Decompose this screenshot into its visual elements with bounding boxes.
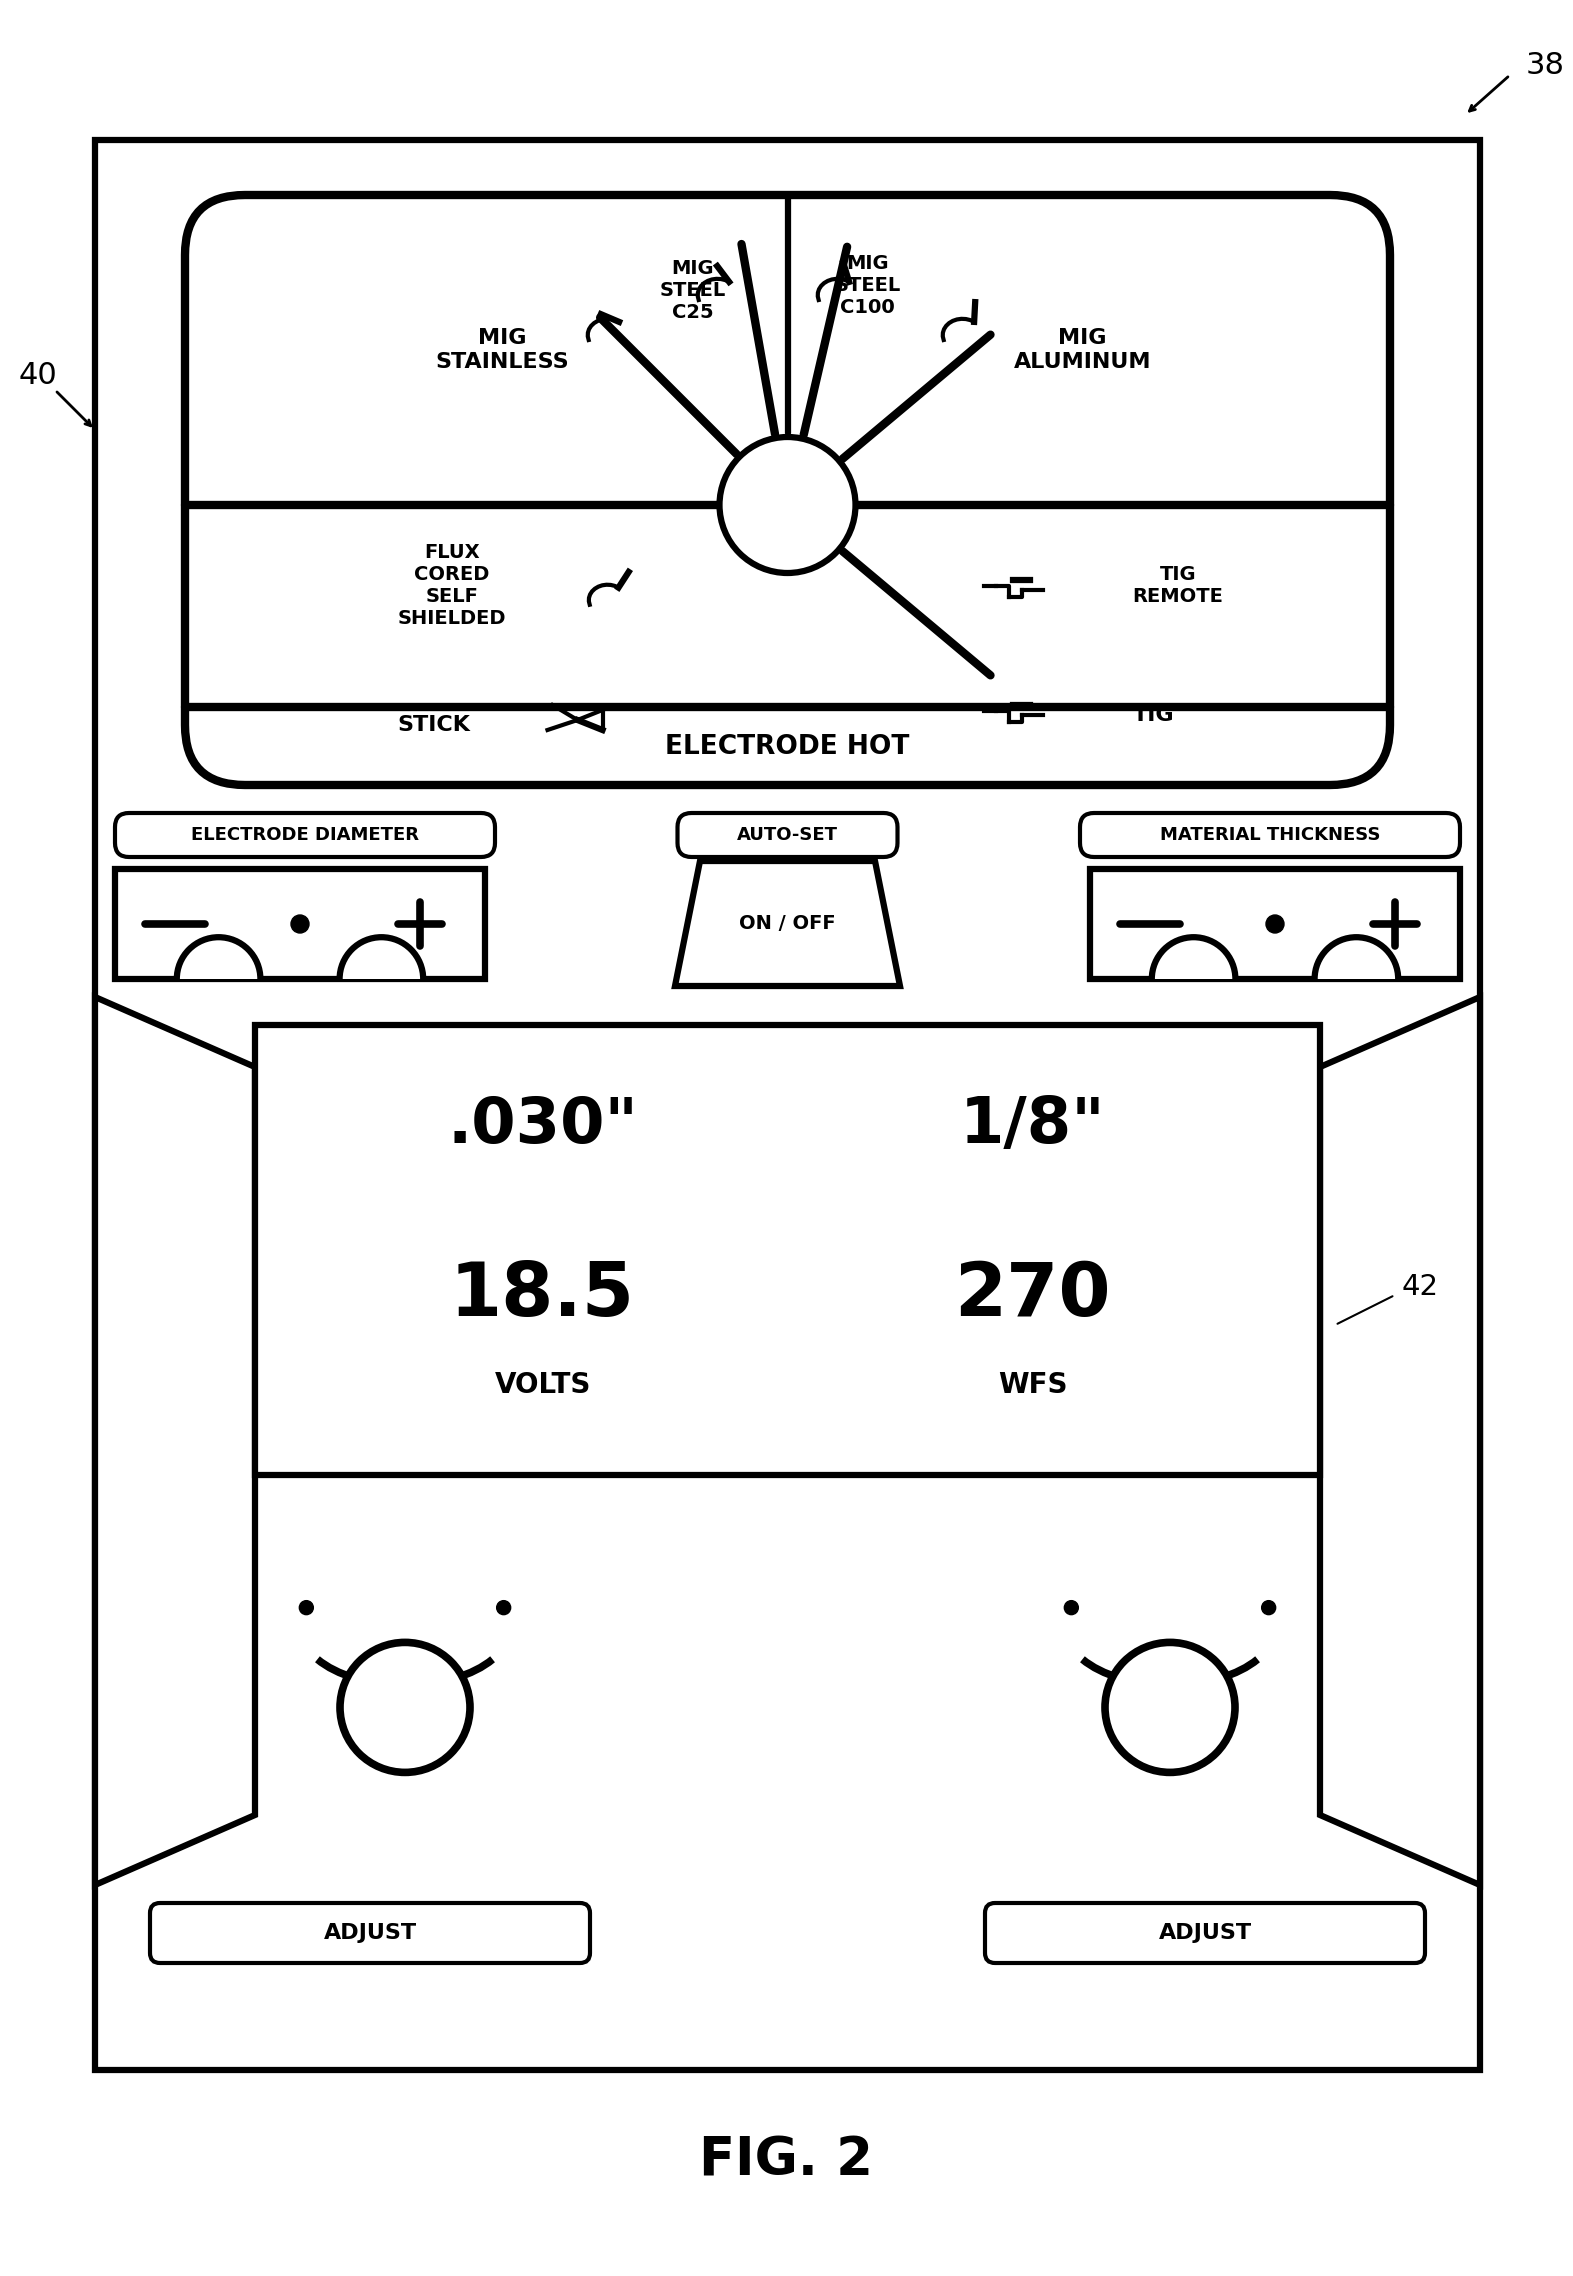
Bar (255, 1024, 1320, 1475)
Text: WFS: WFS (997, 1370, 1066, 1400)
Circle shape (291, 915, 308, 933)
Text: .030": .030" (447, 1095, 639, 1156)
Text: VOLTS: VOLTS (494, 1370, 591, 1400)
Text: STICK: STICK (398, 715, 470, 735)
FancyBboxPatch shape (1081, 813, 1460, 858)
Circle shape (719, 437, 856, 574)
Text: MIG
ALUMINUM: MIG ALUMINUM (1013, 328, 1151, 371)
Text: MATERIAL THICKNESS: MATERIAL THICKNESS (1159, 826, 1380, 844)
Text: FLUX
CORED
SELF
SHIELDED: FLUX CORED SELF SHIELDED (398, 542, 507, 628)
FancyBboxPatch shape (985, 1903, 1425, 1962)
Circle shape (1262, 1600, 1276, 1614)
FancyBboxPatch shape (149, 1903, 590, 1962)
FancyBboxPatch shape (186, 196, 1391, 785)
Wedge shape (178, 938, 260, 979)
FancyBboxPatch shape (115, 813, 495, 858)
Wedge shape (1153, 938, 1235, 979)
Bar (115, 869, 484, 979)
Circle shape (299, 1600, 313, 1614)
Circle shape (340, 1643, 470, 1773)
Bar (94, 141, 1480, 2069)
Circle shape (1104, 1643, 1235, 1773)
FancyBboxPatch shape (678, 813, 898, 858)
Wedge shape (340, 938, 423, 979)
Text: 38: 38 (1526, 50, 1565, 80)
Circle shape (1065, 1600, 1079, 1614)
Text: 42: 42 (1402, 1272, 1438, 1302)
Polygon shape (675, 860, 900, 986)
Text: MIG
STEEL
C100: MIG STEEL C100 (834, 253, 901, 316)
Polygon shape (1320, 997, 1480, 1885)
Polygon shape (94, 997, 255, 1885)
Text: ELECTRODE DIAMETER: ELECTRODE DIAMETER (190, 826, 418, 844)
Text: 40: 40 (19, 360, 57, 389)
Text: ADJUST: ADJUST (324, 1923, 417, 1944)
Text: 18.5: 18.5 (450, 1259, 635, 1331)
Text: MIG
STAINLESS: MIG STAINLESS (436, 328, 569, 371)
Circle shape (1266, 915, 1284, 933)
Text: ELECTRODE HOT: ELECTRODE HOT (665, 733, 909, 760)
Text: 270: 270 (955, 1259, 1111, 1331)
Text: ON / OFF: ON / OFF (739, 915, 835, 933)
Text: 1/8": 1/8" (960, 1095, 1106, 1156)
Text: MIG
STEEL
C25: MIG STEEL C25 (659, 259, 725, 321)
Text: AUTO-SET: AUTO-SET (738, 826, 838, 844)
Text: FIG. 2: FIG. 2 (698, 2135, 873, 2185)
Text: TIG
REMOTE: TIG REMOTE (1133, 564, 1224, 605)
Text: TIG: TIG (1133, 706, 1173, 726)
Text: ADJUST: ADJUST (1158, 1923, 1252, 1944)
Wedge shape (1315, 938, 1397, 979)
Bar (1090, 869, 1460, 979)
Circle shape (497, 1600, 511, 1614)
